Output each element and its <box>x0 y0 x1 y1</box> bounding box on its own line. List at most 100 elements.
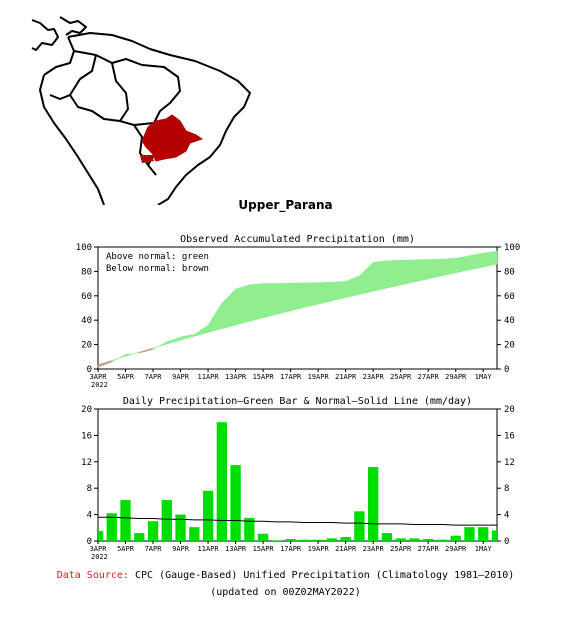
x-tick-label: 25APR <box>390 545 412 553</box>
daily-precip-bar <box>340 537 351 541</box>
region-locator-map <box>31 16 251 205</box>
daily-precip-bar <box>491 530 497 541</box>
daily-precip-bar <box>161 500 172 541</box>
above-normal-segment <box>414 259 429 283</box>
x-tick-label: 23APR <box>363 545 385 553</box>
y-tick-label-left: 60 <box>81 292 92 302</box>
plot-frame <box>97 246 498 370</box>
data-source-label: Data Source: <box>56 570 129 581</box>
daily-precip-bar <box>464 527 475 541</box>
x-tick-label: 21APR <box>335 373 357 381</box>
region-title: Upper_Parana <box>238 198 333 212</box>
normal-line <box>98 516 497 526</box>
year-label: 2022 <box>91 381 108 388</box>
annotation-above: Above normal: green <box>106 252 209 262</box>
y-tick-label-right: 8 <box>504 484 509 494</box>
above-normal-segment <box>262 283 278 319</box>
daily-precip-bar <box>216 422 227 541</box>
data-source-text: CPC (Gauge-Based) Unified Precipitation … <box>134 570 515 581</box>
x-tick-label: 15APR <box>253 545 275 553</box>
above-normal-segment <box>180 334 195 341</box>
above-normal-segment <box>125 351 140 357</box>
daily-precip-chart: 0 0 4 4 8 8 12 12 16 16 20 20 3APR 5APR 7APR 9APR 11APR 1… <box>81 396 515 561</box>
above-normal-segment <box>372 260 388 292</box>
caribbean-coast-outline <box>59 16 87 36</box>
y-tick-label-left: 40 <box>81 316 92 326</box>
above-normal-segment <box>331 281 346 302</box>
x-tick-label: 19APR <box>308 373 330 381</box>
x-tick-label: 11APR <box>198 545 220 553</box>
x-tick-label: 17APR <box>280 373 302 381</box>
daily-precip-bar <box>436 539 448 541</box>
above-normal-segment <box>359 261 374 295</box>
daily-precip-bar <box>244 517 255 541</box>
above-normal-segment <box>455 255 470 274</box>
daily-precip-bar <box>134 533 145 541</box>
daily-precip-bar <box>106 513 117 541</box>
y-tick-label-left: 4 <box>87 511 92 521</box>
above-normal-segment <box>152 341 168 350</box>
x-tick-label: 1MAY <box>475 545 493 553</box>
above-normal-segment <box>235 284 250 326</box>
y-tick-label-right: 16 <box>504 431 515 441</box>
y-tick-label-left: 8 <box>87 484 92 494</box>
y-tick-label-right: 12 <box>504 458 515 468</box>
above-normal-segment <box>427 258 443 280</box>
year-label: 2022 <box>91 553 108 561</box>
x-tick-label: 19APR <box>308 545 330 553</box>
y-tick-label-right: 60 <box>504 292 515 302</box>
daily-precip-bar <box>423 539 434 541</box>
y-tick-label-right: 0 <box>504 365 509 375</box>
y-tick-label-right: 0 <box>504 537 509 547</box>
plot-frame <box>97 408 498 542</box>
above-normal-segment <box>166 336 181 345</box>
daily-precip-bar <box>230 465 241 541</box>
x-tick-label: 7APR <box>145 545 163 553</box>
accumulated-precip-chart: 0 0 20 20 40 40 60 60 80 80 100 100 3APR 5APR 7APR 9APR… <box>76 234 521 388</box>
above-normal-segment <box>317 281 333 305</box>
daily-precip-bar <box>395 538 406 541</box>
central-america-outline <box>31 19 59 51</box>
x-tick-label: 29APR <box>445 373 467 381</box>
y-tick-label-left: 100 <box>76 243 92 253</box>
daily-precip-bar <box>381 533 393 541</box>
chart-title: Daily Precipitation—Green Bar & Normal—S… <box>123 396 472 407</box>
x-tick-label: 29APR <box>445 545 467 553</box>
x-tick-label: 3APR <box>90 545 108 553</box>
x-tick-label: 15APR <box>253 373 275 381</box>
y-tick-label-right: 4 <box>504 511 509 521</box>
above-normal-segment <box>221 288 236 330</box>
daily-precip-bar <box>98 531 104 541</box>
above-normal-segment <box>441 257 456 277</box>
daily-precip-bar <box>202 490 214 541</box>
above-normal-segment <box>276 282 291 315</box>
y-tick-label-right: 20 <box>504 341 515 351</box>
daily-precip-bar <box>285 539 296 541</box>
y-tick-label-right: 20 <box>504 405 515 415</box>
y-tick-label-left: 16 <box>81 431 92 441</box>
daily-precip-bar <box>299 539 310 541</box>
above-normal-segment <box>304 282 319 308</box>
daily-precip-bar <box>271 540 283 541</box>
x-tick-label: 9APR <box>172 545 190 553</box>
x-tick-label: 21APR <box>335 545 357 553</box>
above-normal-segment <box>290 282 305 312</box>
above-normal-segment <box>249 283 264 322</box>
y-tick-label-left: 20 <box>81 341 92 351</box>
y-tick-label-left: 0 <box>87 365 92 375</box>
y-tick-label-left: 0 <box>87 537 92 547</box>
above-normal-segment <box>469 252 484 271</box>
upper-parana-region-tail <box>140 155 154 163</box>
above-normal-segment <box>400 259 415 286</box>
above-normal-segment <box>482 250 498 268</box>
south-america-outline <box>39 32 251 205</box>
daily-precip-bar <box>450 535 461 541</box>
y-tick-label-left: 20 <box>81 405 92 415</box>
x-tick-label: 5APR <box>117 545 135 553</box>
daily-precip-bar <box>175 514 186 541</box>
above-normal-segment <box>386 260 401 289</box>
data-source-line: Data Source: CPC (Gauge-Based) Unified P… <box>0 570 571 581</box>
upper-parana-region <box>141 114 204 162</box>
daily-precip-bar <box>120 500 131 541</box>
above-normal-segment <box>207 302 223 333</box>
